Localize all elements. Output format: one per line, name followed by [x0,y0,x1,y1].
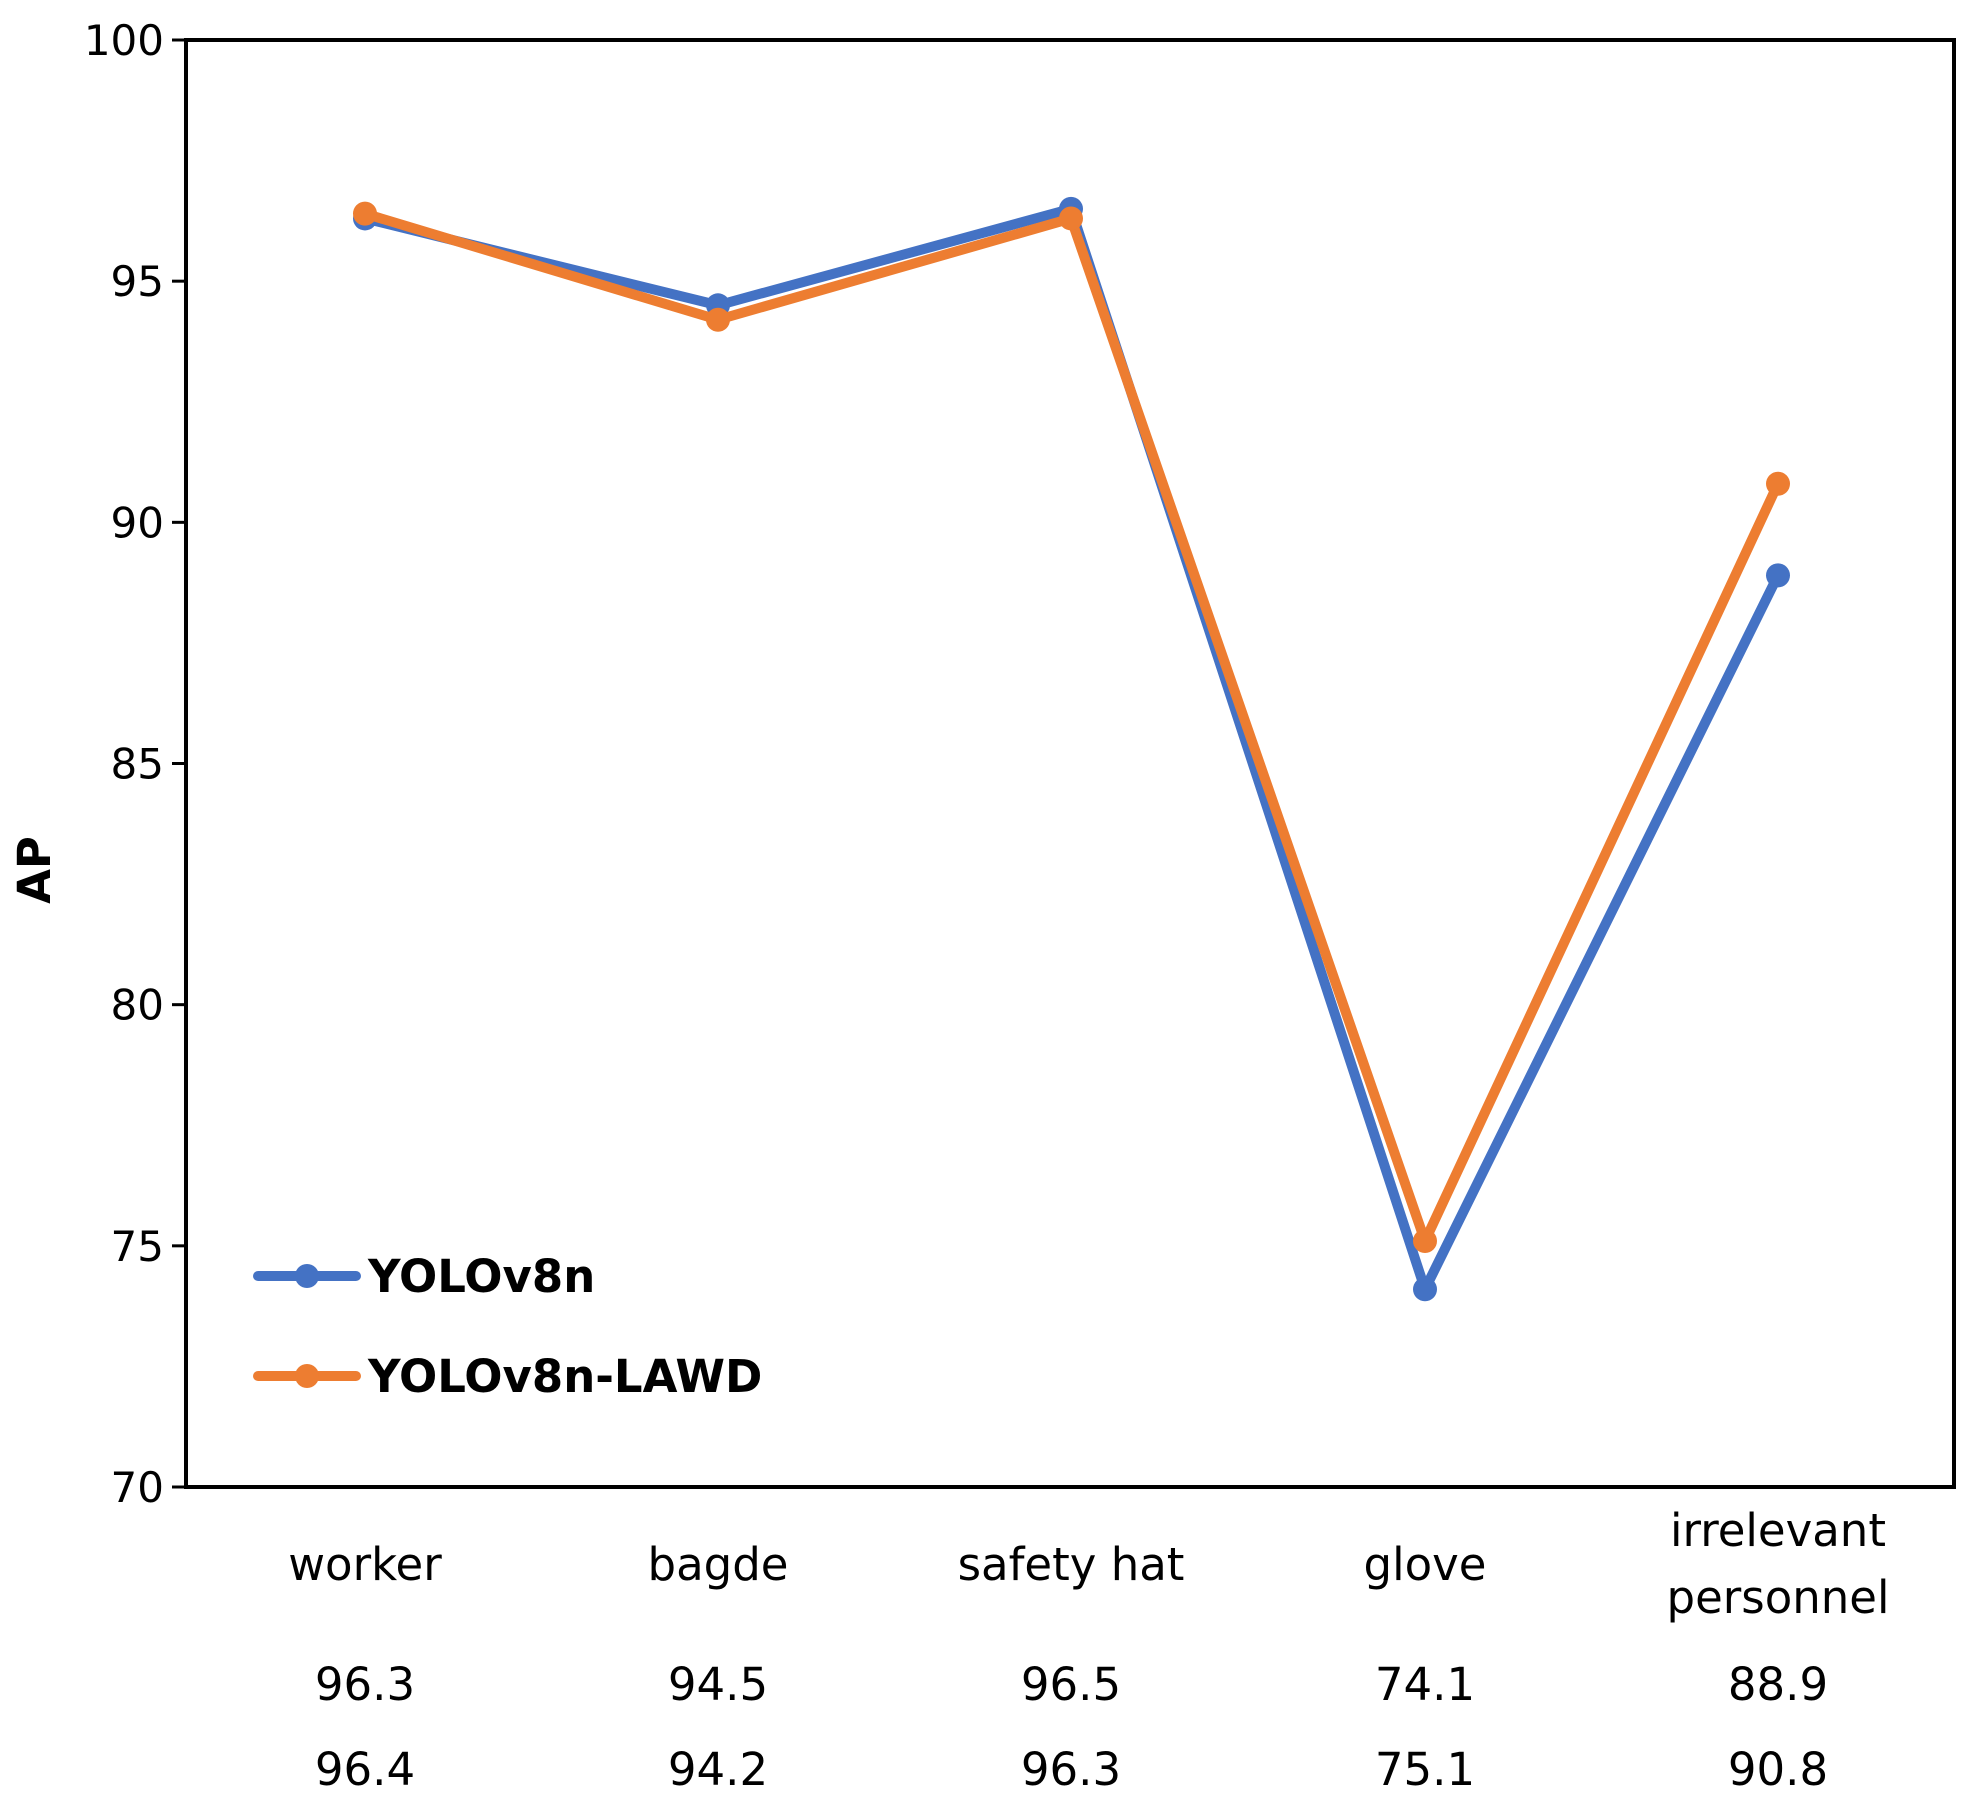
series-YOLOv8n [353,196,1790,1302]
value-cell: 96.3 [315,1658,415,1711]
y-tick-label: 95 [111,257,164,306]
series-line [360,203,1783,1295]
x-axis-labels: worker bagde safety hat glove irrelevant pers… [288,1504,1889,1624]
data-point [353,201,377,226]
series-line [360,208,1783,1247]
value-cell: 96.4 [315,1743,415,1796]
legend-marker [295,1364,319,1388]
y-axis-label: AP [8,836,61,904]
y-axis: 70 75 80 85 90 95 100 [84,16,186,1512]
x-category-label: glove [1364,1538,1487,1591]
data-point [1766,471,1790,496]
y-tick-label: 75 [111,1222,164,1271]
y-tick-label: 90 [111,498,164,547]
data-point [706,307,730,332]
legend: YOLOv8n YOLOv8n-LAWD [253,1250,762,1403]
data-point [1059,206,1083,231]
value-cell: 96.3 [1021,1743,1121,1796]
x-category-label: safety hat [958,1538,1185,1591]
x-category-label: bagde [648,1538,789,1591]
value-cell: 94.2 [668,1743,768,1796]
value-cell: 74.1 [1375,1658,1475,1711]
value-cell: 94.5 [668,1658,768,1711]
value-cell: 96.5 [1021,1658,1121,1711]
value-cell: 88.9 [1728,1658,1828,1711]
legend-label: YOLOv8n-LAWD [367,1350,762,1403]
value-cell: 75.1 [1375,1743,1475,1796]
x-category-label: irrelevant personnel [1667,1504,1890,1624]
value-cell: 90.8 [1728,1743,1828,1796]
y-tick-label: 85 [111,740,164,789]
y-tick-label: 70 [111,1463,164,1512]
legend-marker [295,1264,319,1288]
x-category-label: worker [288,1538,442,1591]
y-tick-label: 80 [111,981,164,1030]
series-YOLOv8n-LAWD [353,201,1790,1254]
y-tick-label: 100 [84,16,164,65]
data-point [1413,1229,1437,1254]
legend-label: YOLOv8n [367,1250,595,1303]
data-point [1766,563,1790,588]
series-lines [353,196,1790,1302]
data-point [1413,1277,1437,1302]
value-table: 96.3 94.5 96.5 74.1 88.9 96.4 94.2 96.3 75.1 90.8 [315,1658,1828,1796]
